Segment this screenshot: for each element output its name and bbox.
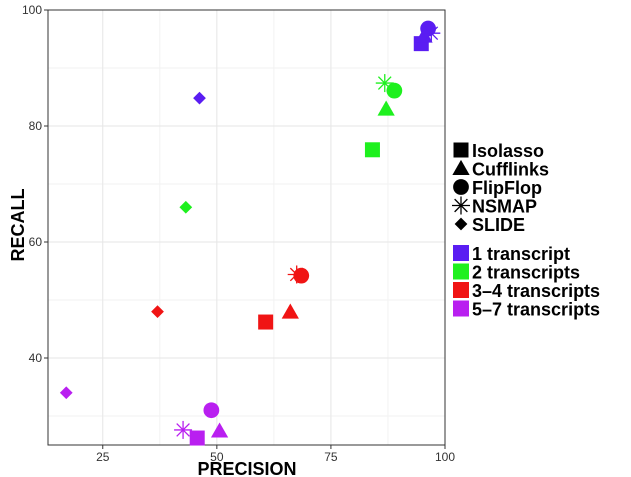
data-points	[59, 20, 441, 446]
legend-key-square	[453, 142, 469, 158]
data-point-cufflinks-triangle	[210, 422, 229, 438]
x-tick-label: 75	[324, 450, 338, 464]
y-tick-label: 80	[29, 119, 43, 133]
legend-label-group: 2 transcripts	[472, 263, 580, 283]
data-point-nsmap-asterisk	[174, 420, 193, 439]
data-point-slide-diamond	[59, 386, 73, 400]
legend-label-slide: SLIDE	[472, 215, 525, 235]
legend-label-nsmap: NSMAP	[472, 197, 537, 217]
legend-key-asterisk	[452, 196, 470, 215]
legend-key-circle	[453, 179, 469, 195]
y-axis-title: RECALL	[8, 189, 28, 262]
legend-label-cufflinks: Cufflinks	[472, 160, 549, 180]
y-tick-label: 100	[22, 3, 42, 17]
legend-label-group: 3–4 transcripts	[472, 281, 600, 301]
data-point-cufflinks-triangle	[281, 303, 299, 319]
y-tick-label: 60	[29, 235, 43, 249]
data-point-isolasso-square	[189, 430, 205, 446]
x-tick-label: 25	[96, 450, 110, 464]
data-point-isolasso-square	[364, 142, 380, 158]
y-tick-label: 40	[29, 351, 43, 365]
data-point-flipflop-circle	[420, 20, 436, 37]
legend-color-swatch	[453, 263, 469, 280]
grid	[47, 9, 446, 446]
x-axis-title: PRECISION	[197, 459, 296, 477]
data-point-nsmap-asterisk	[375, 74, 394, 93]
y-axis: 40 60 80 100	[22, 3, 48, 365]
legend-label-group: 1 transcript	[472, 244, 570, 264]
plot-panel-border	[47, 9, 446, 446]
data-point-cufflinks-triangle	[377, 100, 395, 116]
x-tick-label: 100	[435, 450, 455, 464]
data-point-nsmap-asterisk	[287, 265, 306, 284]
legend-color-swatch	[453, 300, 469, 317]
data-point-isolasso-square	[258, 314, 274, 330]
data-point-slide-diamond	[179, 200, 193, 214]
data-point-flipflop-circle	[203, 402, 220, 419]
x-axis: 25 50 75 100	[96, 445, 455, 464]
x-tick-label: 50	[210, 450, 224, 464]
data-point-slide-diamond	[193, 91, 206, 105]
data-point-nsmap-asterisk	[422, 24, 441, 43]
legend-label-flipflop: FlipFlop	[472, 178, 542, 198]
legend-color-swatch	[453, 245, 469, 261]
legend-key-diamond	[454, 217, 468, 231]
legend-color-swatch	[453, 282, 469, 298]
legend-label-isolasso: Isolasso	[472, 141, 544, 161]
data-point-flipflop-circle	[386, 82, 403, 99]
legend-key-triangle	[452, 159, 470, 175]
legend-label-group: 5–7 transcripts	[472, 300, 600, 320]
data-point-slide-diamond	[151, 305, 164, 318]
